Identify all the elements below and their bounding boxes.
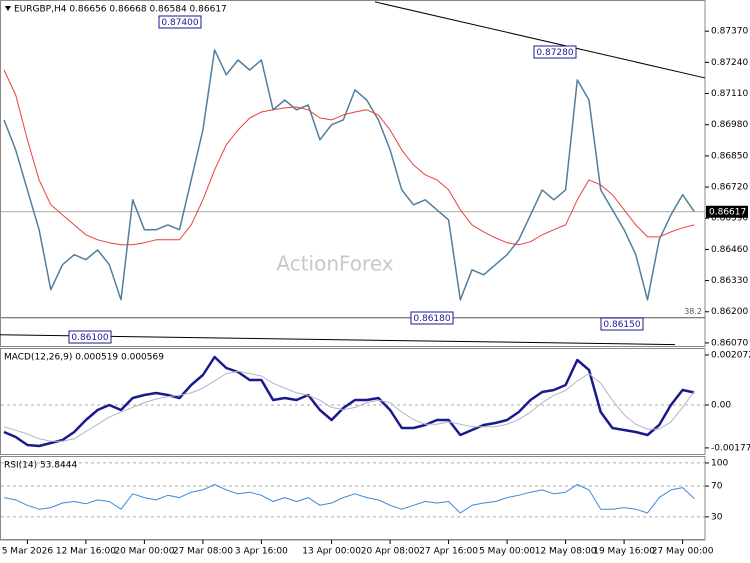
series-line [3, 49, 695, 301]
y-tick-label: 0.86980 [711, 120, 748, 130]
series-line [3, 370, 695, 442]
last-price-box [706, 205, 748, 218]
y-tick-label: 0.87240 [711, 58, 748, 68]
y-tick-label: 0.86070 [711, 338, 748, 348]
price-label: 0.87400 [161, 18, 198, 28]
price-label: 0.86180 [413, 314, 450, 324]
panel-frame [0, 348, 706, 455]
y-tick-label: 70 [711, 482, 723, 492]
y-tick-label: 0.002072 [711, 350, 750, 360]
series-line [3, 69, 695, 246]
x-tick-label: 27 May 00:00 [652, 547, 714, 557]
trend-line [374, 1, 706, 79]
price-label: 0.86100 [71, 333, 108, 343]
y-tick-label: 0.86200 [711, 307, 748, 317]
x-tick-label: 12 Mar 16:00 [56, 547, 116, 557]
y-tick-label: 0.86720 [711, 183, 748, 193]
panel-title: MACD(12,26,9) 0.000519 0.000569 [4, 353, 164, 363]
price-label: 0.87280 [536, 48, 573, 58]
last-price-label: 0.86617 [709, 208, 746, 218]
price-label: 0.86150 [603, 320, 640, 330]
y-tick-label: 0.87110 [711, 89, 748, 99]
panel-title: RSI(14) 53.8444 [4, 461, 77, 471]
y-tick-label: 100 [711, 458, 728, 468]
panel-frame [0, 0, 706, 347]
price-label-box [68, 330, 112, 344]
fib-label: 38.2 [684, 307, 702, 316]
trend-line [0, 334, 676, 346]
x-tick-label: 13 Apr 00:00 [302, 547, 361, 557]
x-tick-label: 5 Mar 2026 [2, 547, 54, 557]
price-label-box [533, 45, 577, 59]
y-tick-label: -0.001778 [711, 443, 750, 453]
x-tick-label: 19 May 16:00 [593, 547, 655, 557]
y-tick-label: 0.86590 [711, 214, 748, 224]
series-line [3, 484, 695, 514]
x-tick-label: 20 Mar 00:00 [114, 547, 174, 557]
symbol-marker [5, 6, 11, 11]
x-tick-label: 27 Mar 08:00 [173, 547, 233, 557]
price-label-box [410, 311, 454, 325]
watermark: ActionForex [276, 252, 393, 276]
x-tick-label: 3 Apr 16:00 [235, 547, 288, 557]
series-line [3, 355, 695, 448]
x-tick-label: 20 Apr 08:00 [361, 547, 420, 557]
x-tick-label: 5 May 00:00 [479, 547, 535, 557]
panel-title: EURGBP,H4 0.86656 0.86668 0.86584 0.8661… [14, 5, 227, 15]
y-tick-label: 0.86330 [711, 276, 748, 286]
y-tick-label: 0.86850 [711, 151, 748, 161]
price-label-box [158, 15, 202, 29]
y-tick-label: 0.00 [711, 400, 731, 410]
y-tick-label: 0.86460 [711, 245, 748, 255]
y-tick-label: 30 [711, 512, 723, 522]
price-label-box [600, 317, 644, 331]
y-tick-label: 0.87370 [711, 27, 748, 37]
x-tick-label: 27 Apr 16:00 [419, 547, 478, 557]
x-tick-label: 12 May 08:00 [535, 547, 597, 557]
